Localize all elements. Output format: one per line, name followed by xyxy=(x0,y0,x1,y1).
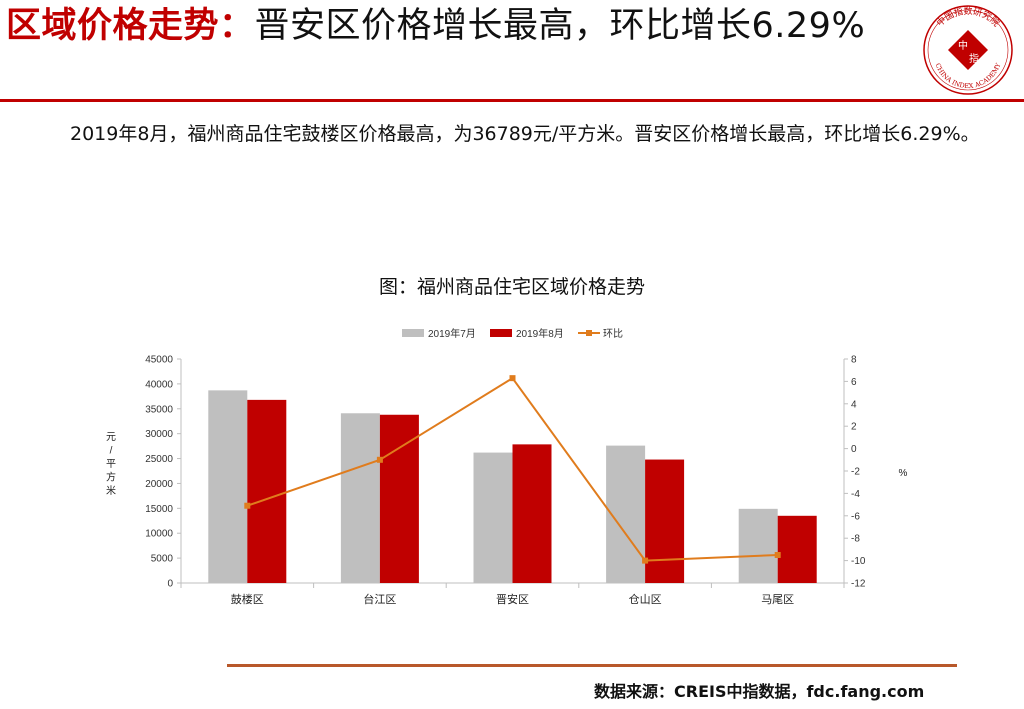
y2-tick-label: -12 xyxy=(851,579,866,590)
point-mom xyxy=(642,557,649,564)
legend-marker-mom xyxy=(586,330,592,336)
y2-tick-label: -4 xyxy=(851,489,860,500)
y2-tick-label: 0 xyxy=(851,444,857,455)
page-title-highlight: 区域价格走势： xyxy=(6,6,255,46)
y2-tick-label: 4 xyxy=(851,399,857,410)
logo-center-bottom: 指 xyxy=(969,52,979,65)
bar-2019-08 xyxy=(777,515,817,583)
x-tick-label: 晋安区 xyxy=(496,592,529,606)
page-title: 区域价格走势：晋安区价格增长最高，环比增长6.29% xyxy=(6,4,906,48)
bar-2019-07 xyxy=(473,452,513,583)
x-tick-label: 马尾区 xyxy=(761,593,794,606)
legend-label-mom: 环比 xyxy=(603,328,623,340)
y-axis-label-char: 平 xyxy=(106,459,116,470)
bar-2019-08 xyxy=(247,399,287,583)
point-mom xyxy=(376,456,383,463)
y-tick-label: 45000 xyxy=(145,355,173,366)
summary-paragraph: 2019年8月，福州商品住宅鼓楼区价格最高，为36789元/平方米。晋安区价格增… xyxy=(36,116,1011,153)
footer-divider xyxy=(227,664,957,667)
bar-2019-07 xyxy=(738,508,778,583)
legend-label-2019-08: 2019年8月 xyxy=(516,327,564,340)
y-tick-label: 10000 xyxy=(145,529,173,540)
data-source: 数据来源：CREIS中指数据，fdc.fang.com xyxy=(594,682,925,701)
y-tick-label: 35000 xyxy=(145,404,173,415)
y-tick-label: 0 xyxy=(167,579,173,590)
china-index-academy-logo: 中国指数研究院 CHINA INDEX ACADEMY 中 指 xyxy=(923,5,1013,95)
bar-2019-08 xyxy=(379,414,419,583)
page-title-text: 晋安区价格增长最高，环比增长6.29% xyxy=(254,6,866,46)
y-axis-label-char: 元 xyxy=(106,432,116,443)
y2-tick-label: 2 xyxy=(851,422,857,433)
point-mom xyxy=(509,375,516,382)
y2-tick-label: -8 xyxy=(851,534,860,545)
y2-tick-label: -6 xyxy=(851,511,860,522)
y-tick-label: 30000 xyxy=(145,429,173,440)
x-tick-label: 台江区 xyxy=(363,592,396,606)
bar-2019-07 xyxy=(340,413,380,583)
x-tick-label: 仓山区 xyxy=(629,592,662,606)
y-tick-label: 15000 xyxy=(145,504,173,515)
point-mom xyxy=(244,502,251,509)
legend-label-2019-07: 2019年7月 xyxy=(428,327,476,340)
y-axis-label-char: / xyxy=(110,446,113,457)
y2-tick-label: -2 xyxy=(851,467,860,478)
legend-swatch-2019-08 xyxy=(490,329,512,337)
y2-tick-label: 6 xyxy=(851,377,857,388)
y-tick-label: 25000 xyxy=(145,454,173,465)
y-axis-label-char: 方 xyxy=(106,471,116,484)
y-tick-label: 20000 xyxy=(145,479,173,490)
point-mom xyxy=(774,552,781,558)
legend-swatch-2019-07 xyxy=(402,329,424,337)
title-divider xyxy=(0,99,1024,102)
chart-title: 图：福州商品住宅区域价格走势 xyxy=(378,276,645,298)
y-tick-label: 40000 xyxy=(145,379,173,390)
bar-2019-08 xyxy=(512,444,552,583)
y2-tick-label: 8 xyxy=(851,355,857,366)
summary-text: 2019年8月，福州商品住宅鼓楼区价格最高，为36789元/平方米。晋安区价格增… xyxy=(70,123,980,145)
bar-2019-08 xyxy=(645,459,685,583)
y2-tick-label: -10 xyxy=(851,556,866,567)
x-tick-label: 鼓楼区 xyxy=(231,592,264,606)
y2-axis-label: % xyxy=(899,468,908,479)
y-axis-label-char: 米 xyxy=(106,484,116,497)
logo-center-top: 中 xyxy=(958,39,968,52)
y-tick-label: 5000 xyxy=(151,554,174,565)
bar-2019-07 xyxy=(208,390,248,583)
